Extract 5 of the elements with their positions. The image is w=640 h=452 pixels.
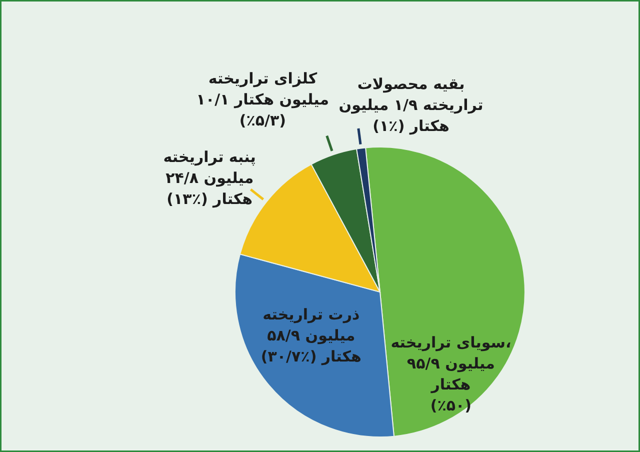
slice-label: سویای تراریخته، ۹۵/۹ میلیون هکتار (٪۵۰) <box>390 333 512 414</box>
slice-label: ذرت تراریخته ۵۸/۹ میلیون هکتار (٪۳۰/۷) <box>260 306 362 366</box>
slice-label: بقیه محصولات تراریخته ۱/۹ میلیون هکتار (٪۱) <box>338 75 484 136</box>
slice-label: کلزای تراریخته ۱۰/۱ میلیون هکتار (٪۵/۳) <box>196 70 330 130</box>
slice-label: پنبه تراریخته ۲۴/۸ میلیون هکتار (٪۱۳) <box>163 148 256 208</box>
